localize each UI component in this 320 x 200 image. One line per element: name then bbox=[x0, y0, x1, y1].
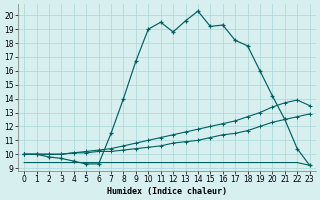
X-axis label: Humidex (Indice chaleur): Humidex (Indice chaleur) bbox=[107, 187, 227, 196]
